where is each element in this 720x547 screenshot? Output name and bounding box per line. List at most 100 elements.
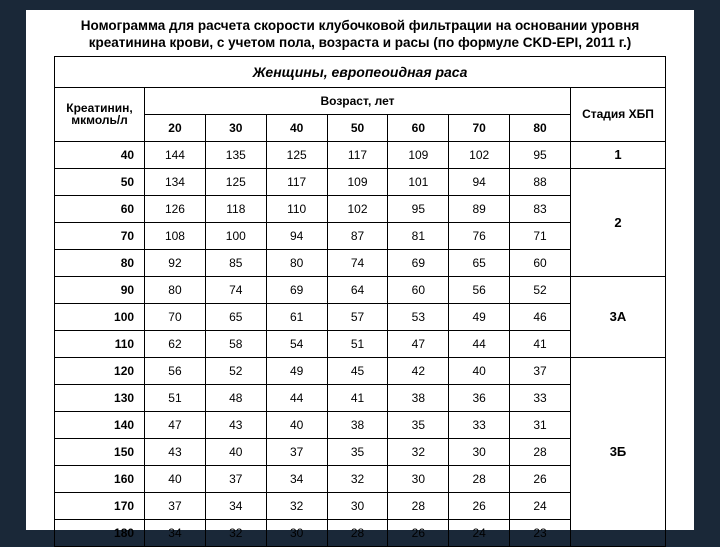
gfr-value: 23 <box>510 519 571 546</box>
gfr-value: 34 <box>145 519 206 546</box>
gfr-value: 38 <box>327 411 388 438</box>
gfr-value: 102 <box>449 141 510 168</box>
table-row: 90 80 74 69 64 60 56 52 3А <box>55 276 666 303</box>
creatinine-label: 170 <box>55 492 145 519</box>
header-stage: Стадия ХБП <box>570 87 665 141</box>
gfr-value: 37 <box>205 465 266 492</box>
gfr-value: 56 <box>145 357 206 384</box>
stage-3a: 3А <box>570 276 665 357</box>
gfr-value: 52 <box>510 276 571 303</box>
gfr-value: 37 <box>266 438 327 465</box>
gfr-value: 57 <box>327 303 388 330</box>
creatinine-label: 70 <box>55 222 145 249</box>
gfr-value: 95 <box>510 141 571 168</box>
gfr-value: 65 <box>205 303 266 330</box>
gfr-value: 44 <box>266 384 327 411</box>
gfr-value: 28 <box>449 465 510 492</box>
nomogram-table: Женщины, европеоидная раса Креатинин, мк… <box>54 56 666 547</box>
gfr-value: 92 <box>145 249 206 276</box>
gfr-value: 41 <box>327 384 388 411</box>
gfr-value: 40 <box>449 357 510 384</box>
gfr-value: 26 <box>388 519 449 546</box>
gfr-value: 62 <box>145 330 206 357</box>
gfr-value: 144 <box>145 141 206 168</box>
gfr-value: 28 <box>510 438 571 465</box>
gfr-value: 33 <box>449 411 510 438</box>
page: Номограмма для расчета скорости клубочко… <box>26 10 694 530</box>
creatinine-label: 90 <box>55 276 145 303</box>
creatinine-label: 180 <box>55 519 145 546</box>
gfr-value: 60 <box>510 249 571 276</box>
gfr-value: 32 <box>388 438 449 465</box>
gfr-value: 38 <box>388 384 449 411</box>
gfr-value: 40 <box>145 465 206 492</box>
gfr-value: 40 <box>266 411 327 438</box>
gfr-value: 47 <box>145 411 206 438</box>
creatinine-label: 110 <box>55 330 145 357</box>
age-70: 70 <box>449 114 510 141</box>
gfr-value: 28 <box>327 519 388 546</box>
gfr-value: 45 <box>327 357 388 384</box>
gfr-value: 76 <box>449 222 510 249</box>
gfr-value: 48 <box>205 384 266 411</box>
gfr-value: 43 <box>205 411 266 438</box>
table-row: 50 134 125 117 109 101 94 88 2 <box>55 168 666 195</box>
creatinine-label: 140 <box>55 411 145 438</box>
gfr-value: 49 <box>266 357 327 384</box>
gfr-value: 109 <box>327 168 388 195</box>
gfr-value: 28 <box>388 492 449 519</box>
stage-2: 2 <box>570 168 665 276</box>
creatinine-label: 160 <box>55 465 145 492</box>
age-20: 20 <box>145 114 206 141</box>
gfr-value: 61 <box>266 303 327 330</box>
gfr-value: 31 <box>510 411 571 438</box>
gfr-value: 109 <box>388 141 449 168</box>
gfr-value: 34 <box>266 465 327 492</box>
group-title-row: Женщины, европеоидная раса <box>55 56 666 87</box>
gfr-value: 30 <box>266 519 327 546</box>
gfr-value: 46 <box>510 303 571 330</box>
gfr-value: 135 <box>205 141 266 168</box>
gfr-value: 83 <box>510 195 571 222</box>
gfr-value: 134 <box>145 168 206 195</box>
age-40: 40 <box>266 114 327 141</box>
gfr-value: 58 <box>205 330 266 357</box>
gfr-value: 41 <box>510 330 571 357</box>
gfr-value: 52 <box>205 357 266 384</box>
gfr-value: 125 <box>205 168 266 195</box>
gfr-value: 47 <box>388 330 449 357</box>
gfr-value: 85 <box>205 249 266 276</box>
table-wrap: Женщины, европеоидная раса Креатинин, мк… <box>26 56 694 547</box>
table-row: 120 56 52 49 45 42 40 37 3Б <box>55 357 666 384</box>
table-row: 40 144 135 125 117 109 102 95 1 <box>55 141 666 168</box>
gfr-value: 117 <box>266 168 327 195</box>
gfr-value: 64 <box>327 276 388 303</box>
creatinine-label: 40 <box>55 141 145 168</box>
gfr-value: 74 <box>327 249 388 276</box>
gfr-value: 43 <box>145 438 206 465</box>
gfr-value: 34 <box>205 492 266 519</box>
gfr-value: 51 <box>327 330 388 357</box>
creatinine-label: 60 <box>55 195 145 222</box>
age-60: 60 <box>388 114 449 141</box>
gfr-value: 118 <box>205 195 266 222</box>
gfr-value: 49 <box>449 303 510 330</box>
gfr-value: 71 <box>510 222 571 249</box>
gfr-value: 35 <box>388 411 449 438</box>
header-age-group: Возраст, лет <box>145 87 571 114</box>
gfr-value: 30 <box>449 438 510 465</box>
gfr-value: 26 <box>510 465 571 492</box>
header-creatinine: Креатинин, мкмоль/л <box>55 87 145 141</box>
gfr-value: 87 <box>327 222 388 249</box>
stage-1: 1 <box>570 141 665 168</box>
stage-3b: 3Б <box>570 357 665 546</box>
page-title: Номограмма для расчета скорости клубочко… <box>26 10 694 56</box>
gfr-value: 37 <box>145 492 206 519</box>
gfr-value: 80 <box>145 276 206 303</box>
gfr-value: 74 <box>205 276 266 303</box>
gfr-value: 101 <box>388 168 449 195</box>
gfr-value: 110 <box>266 195 327 222</box>
gfr-value: 56 <box>449 276 510 303</box>
title-line-2: креатинина крови, с учетом пола, возраст… <box>89 35 632 50</box>
creatinine-label: 130 <box>55 384 145 411</box>
